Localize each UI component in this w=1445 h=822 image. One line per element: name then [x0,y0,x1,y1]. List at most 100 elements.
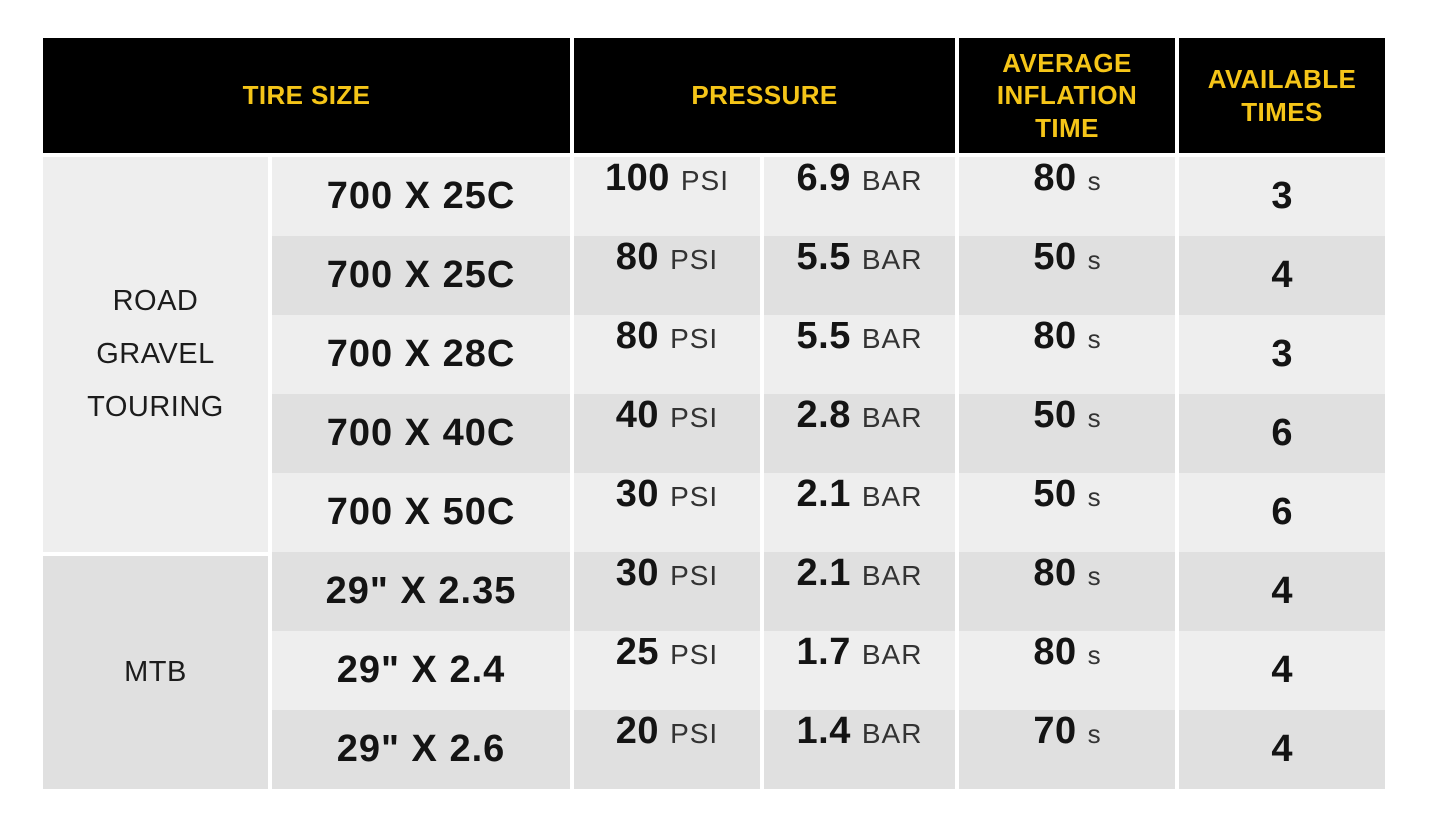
seconds-unit: s [1087,482,1101,512]
category-cell-mtb: MTB [43,552,268,789]
table-header-row: TIRE SIZE PRESSURE AVERAGE INFLATION TIM… [43,38,1385,153]
seconds-unit: s [1087,403,1101,433]
pressure-psi-cell: 40 PSI [574,394,760,473]
tire-size-cell: 700 X 50C [272,473,570,552]
bar-unit: BAR [861,244,923,275]
tire-size-cell: 29" X 2.35 [272,552,570,631]
inflation-time-cell: 50 s [959,473,1175,552]
tire-size-value: 700 X 40C [326,412,516,454]
bar-value: 2.1 [796,473,851,515]
psi-value: 100 [604,157,670,199]
psi-value: 80 [615,236,660,278]
pressure-bar-cell: 5.5 BAR [764,236,955,315]
pressure-psi-cell: 100 PSI [574,157,760,236]
header-average-inflation-time: AVERAGE INFLATION TIME [959,38,1175,153]
available-times-cell: 6 [1179,394,1385,473]
pressure-psi-cell: 80 PSI [574,236,760,315]
pressure-psi-cell: 20 PSI [574,710,760,789]
header-average-inflation-time-label: AVERAGE INFLATION TIME [996,47,1138,143]
bar-value: 6.9 [796,157,851,199]
tire-size-value: 29" X 2.4 [336,649,506,691]
available-times-cell: 4 [1179,631,1385,710]
available-times-cell: 4 [1179,236,1385,315]
time-value: 80 [1033,157,1077,199]
header-available-times-label: AVAILABLE TIMES [1207,64,1357,127]
seconds-unit: s [1087,561,1101,591]
category-label: MTB [124,656,187,688]
psi-unit: PSI [670,718,719,749]
tire-size-value: 29" X 2.6 [336,728,506,770]
inflation-time-cell: 80 s [959,315,1175,394]
pressure-psi-cell: 30 PSI [574,552,760,631]
pressure-bar-cell: 5.5 BAR [764,315,955,394]
header-pressure: PRESSURE [574,38,955,153]
psi-unit: PSI [670,244,719,275]
times-value: 3 [1271,175,1293,217]
psi-value: 25 [615,631,660,673]
bar-value: 5.5 [796,236,851,278]
psi-value: 80 [615,315,660,357]
available-times-cell: 4 [1179,710,1385,789]
pressure-psi-cell: 80 PSI [574,315,760,394]
available-times-cell: 3 [1179,157,1385,236]
tire-size-value: 700 X 25C [326,175,516,217]
category-label: TOURING [87,391,224,423]
header-pressure-label: PRESSURE [691,80,838,111]
bar-unit: BAR [861,323,923,354]
bar-unit: BAR [861,402,923,433]
psi-unit: PSI [670,402,719,433]
available-times-cell: 4 [1179,552,1385,631]
seconds-unit: s [1087,719,1101,749]
seconds-unit: s [1087,324,1101,354]
available-times-cell: 3 [1179,315,1385,394]
tire-size-value: 700 X 28C [326,333,516,375]
psi-value: 40 [615,394,660,436]
times-value: 4 [1271,649,1293,691]
tire-size-cell: 29" X 2.4 [272,631,570,710]
times-value: 3 [1271,333,1293,375]
time-value: 80 [1033,631,1077,673]
time-value: 50 [1033,236,1077,278]
times-value: 4 [1271,254,1293,296]
bar-unit: BAR [861,718,923,749]
pressure-bar-cell: 2.1 BAR [764,552,955,631]
psi-unit: PSI [670,323,719,354]
pressure-bar-cell: 6.9 BAR [764,157,955,236]
tire-size-value: 29" X 2.35 [325,570,517,612]
bar-value: 1.7 [796,631,851,673]
tire-size-value: 700 X 50C [326,491,516,533]
inflation-time-cell: 80 s [959,157,1175,236]
tire-size-cell: 29" X 2.6 [272,710,570,789]
bar-unit: BAR [861,481,923,512]
bar-unit: BAR [861,560,923,591]
table-body: ROAD GRAVEL TOURING MTB 700 X 25C 100 PSI… [43,157,1385,789]
seconds-unit: s [1087,245,1101,275]
tire-spec-table: TIRE SIZE PRESSURE AVERAGE INFLATION TIM… [43,38,1385,789]
pressure-bar-cell: 2.1 BAR [764,473,955,552]
times-value: 6 [1271,491,1293,533]
bar-value: 2.1 [796,552,851,594]
time-value: 50 [1033,473,1077,515]
tire-size-cell: 700 X 25C [272,236,570,315]
bar-value: 2.8 [796,394,851,436]
tire-size-cell: 700 X 25C [272,157,570,236]
bar-value: 1.4 [796,710,851,752]
psi-unit: PSI [670,481,719,512]
psi-value: 30 [615,552,660,594]
header-available-times: AVAILABLE TIMES [1179,38,1385,153]
header-tire-size: TIRE SIZE [43,38,570,153]
time-value: 50 [1033,394,1077,436]
seconds-unit: s [1087,166,1101,196]
psi-value: 20 [615,710,660,752]
inflation-time-cell: 50 s [959,236,1175,315]
time-value: 80 [1033,315,1077,357]
inflation-time-cell: 50 s [959,394,1175,473]
pressure-bar-cell: 1.7 BAR [764,631,955,710]
pressure-bar-cell: 2.8 BAR [764,394,955,473]
pressure-bar-cell: 1.4 BAR [764,710,955,789]
pressure-psi-cell: 30 PSI [574,473,760,552]
inflation-time-cell: 80 s [959,552,1175,631]
header-tire-size-label: TIRE SIZE [242,80,371,111]
psi-unit: PSI [680,165,730,196]
tire-size-cell: 700 X 28C [272,315,570,394]
